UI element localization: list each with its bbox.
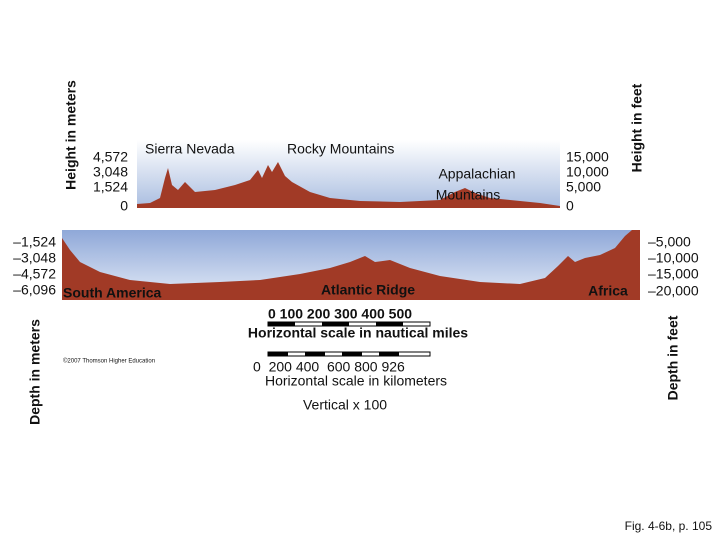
scale-ticks: 0 100 200 300 400 500 (268, 306, 412, 322)
feature-label: Mountains (436, 187, 501, 203)
tick-label: 15,000 (566, 149, 609, 165)
tick-label: 10,000 (566, 164, 609, 180)
feature-label: Atlantic Ridge (321, 282, 415, 298)
tick-label: –20,000 (648, 283, 699, 299)
scale-label: Vertical x 100 (303, 397, 387, 413)
tick-label: 0 (566, 198, 574, 214)
tick-label: 3,048 (93, 164, 128, 180)
axis-title: Depth in meters (27, 319, 43, 425)
axis-title: Height in feet (629, 83, 645, 172)
nautical-scale-bar (267, 321, 431, 327)
feature-label: Rocky Mountains (287, 141, 394, 157)
tick-label: –4,572 (13, 266, 56, 282)
scale-label: Horizontal scale in nautical miles (248, 325, 468, 341)
feature-label: South America (63, 285, 161, 301)
tick-label: –3,048 (13, 250, 56, 266)
tick-label: –10,000 (648, 250, 699, 266)
feature-label: Appalachian (438, 166, 515, 182)
tick-label: –6,096 (13, 282, 56, 298)
scale-ticks: 0 200 400 600 800 926 (253, 359, 405, 375)
land-profile (137, 162, 560, 208)
tick-label: 4,572 (93, 149, 128, 165)
tick-label: 1,524 (93, 179, 128, 195)
axis-title: Depth in feet (665, 315, 681, 400)
km-scale-bar (267, 351, 431, 357)
tick-label: –1,524 (13, 234, 56, 250)
feature-label: Africa (588, 283, 628, 299)
caption: Fig. 4-6b, p. 105 (625, 519, 713, 533)
tick-label: –15,000 (648, 266, 699, 282)
copyright: ©2007 Thomson Higher Education (63, 358, 155, 365)
seafloor-profile (62, 230, 640, 300)
scale-label: Horizontal scale in kilometers (265, 373, 447, 389)
tick-label: –5,000 (648, 234, 691, 250)
axis-title: Height in meters (63, 80, 79, 190)
tick-label: 5,000 (566, 179, 601, 195)
feature-label: Sierra Nevada (145, 141, 235, 157)
tick-label: 0 (120, 198, 128, 214)
